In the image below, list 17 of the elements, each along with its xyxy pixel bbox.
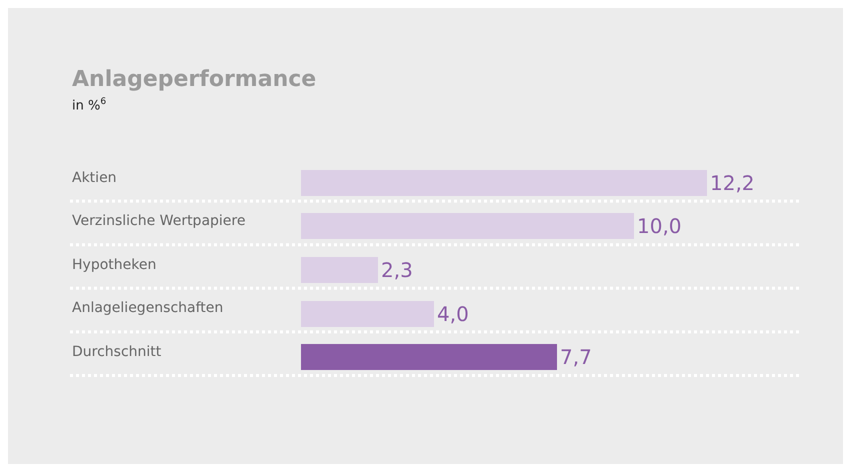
bar [301,344,557,370]
bar [301,301,434,327]
chart-title: Anlageperformance [72,67,316,92]
bar [301,170,707,196]
data-label: 12,2 [710,171,755,195]
data-label: 2,3 [381,258,413,282]
y-tick-label: Aktien [72,170,117,186]
data-label: 4,0 [437,302,469,326]
y-tick-label: Hypotheken [72,257,156,273]
data-label: 7,7 [560,345,592,369]
bar [301,257,378,283]
y-tick-label: Durchschnitt [72,344,162,360]
y-tick-label: Verzinsliche Wertpapiere [72,213,246,229]
bar [301,213,634,239]
y-tick-label: Anlageliegenschaften [72,300,224,316]
text: in %$^{6}$ [72,97,106,114]
data-label: 10,0 [637,214,682,238]
